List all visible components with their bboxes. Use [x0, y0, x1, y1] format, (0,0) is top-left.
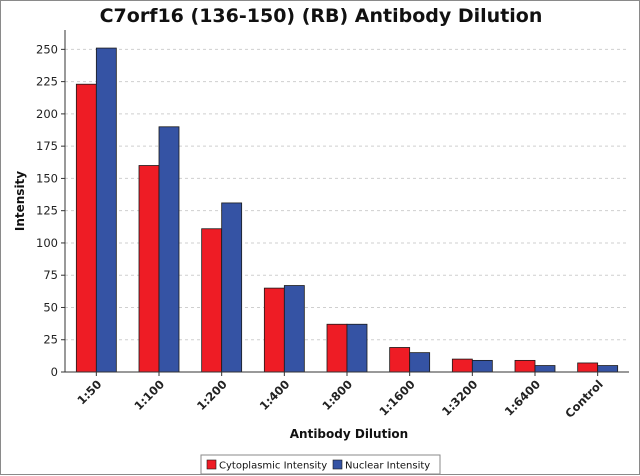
- grid-lines: [65, 48, 629, 341]
- bar-nuclear-1-50: [95, 47, 117, 373]
- legend-swatch: [206, 459, 217, 470]
- legend-label: Cytoplasmic Intensity: [219, 461, 327, 472]
- y-tick-label: 175: [36, 139, 58, 153]
- x-axis-label: Antibody Dilution: [290, 427, 408, 441]
- x-tick-label: 1:400: [257, 377, 293, 413]
- x-axis-ticks: 1:50 1:100 1:200 1:400 1:800 1:1600 1:3200 1:64…: [74, 372, 606, 421]
- legend-label: Nuclear Intensity: [345, 461, 430, 472]
- y-tick-label: 25: [43, 333, 58, 347]
- bar-cytoplasmic-1-50: [75, 83, 97, 373]
- x-tick-label: 1:800: [319, 377, 355, 413]
- chart-title: C7orf16 (136-150) (RB) Antibody Dilution: [100, 5, 543, 27]
- x-tick-label: 1:50: [74, 377, 104, 407]
- bar-cytoplasmic-1-1600: [389, 347, 411, 373]
- bar-nuclear-1-100: [158, 126, 180, 373]
- bar-cytoplasmic-1-6400: [514, 359, 536, 373]
- bar-nuclear-1-800: [346, 323, 368, 373]
- bar-cytoplasmic-Control: [577, 362, 599, 373]
- bar-nuclear-1-400: [283, 285, 305, 373]
- bar-nuclear-1-200: [221, 202, 243, 373]
- bar-nuclear-1-6400: [534, 365, 556, 373]
- x-tick-label: 1:200: [194, 377, 230, 413]
- y-axis-ticks: 0 25 50 75 100 125 150 175 200 225 250: [36, 42, 65, 379]
- bar-nuclear-1-1600: [409, 352, 431, 373]
- y-tick-label: 75: [43, 268, 58, 282]
- y-tick-label: 0: [51, 365, 58, 379]
- bar-cytoplasmic-1-200: [201, 228, 223, 373]
- x-tick-label: Control: [562, 377, 606, 421]
- x-tick-label: 1:3200: [439, 377, 480, 418]
- bars: [75, 47, 619, 373]
- y-tick-label: 50: [43, 300, 58, 314]
- y-tick-label: 125: [36, 204, 58, 218]
- bar-cytoplasmic-1-800: [326, 323, 348, 373]
- y-tick-label: 100: [36, 236, 58, 250]
- x-tick-label: 1:6400: [502, 377, 543, 418]
- bar-nuclear-1-3200: [471, 359, 493, 373]
- x-tick-label: 1:100: [131, 377, 167, 413]
- bar-nuclear-Control: [597, 365, 619, 373]
- legend-box: [200, 454, 441, 475]
- y-tick-label: 150: [36, 171, 58, 185]
- bar-cytoplasmic-1-3200: [451, 358, 473, 373]
- y-tick-label: 200: [36, 107, 58, 121]
- bar-cytoplasmic-1-100: [138, 165, 160, 373]
- legend-swatch: [332, 459, 343, 470]
- bar-cytoplasmic-1-400: [263, 287, 285, 373]
- y-axis-label: Intensity: [13, 171, 27, 231]
- y-tick-label: 250: [36, 42, 58, 56]
- legend: Cytoplasmic Intensity Nuclear Intensity: [200, 454, 441, 475]
- y-tick-label: 225: [36, 75, 58, 89]
- x-tick-label: 1:1600: [376, 377, 417, 418]
